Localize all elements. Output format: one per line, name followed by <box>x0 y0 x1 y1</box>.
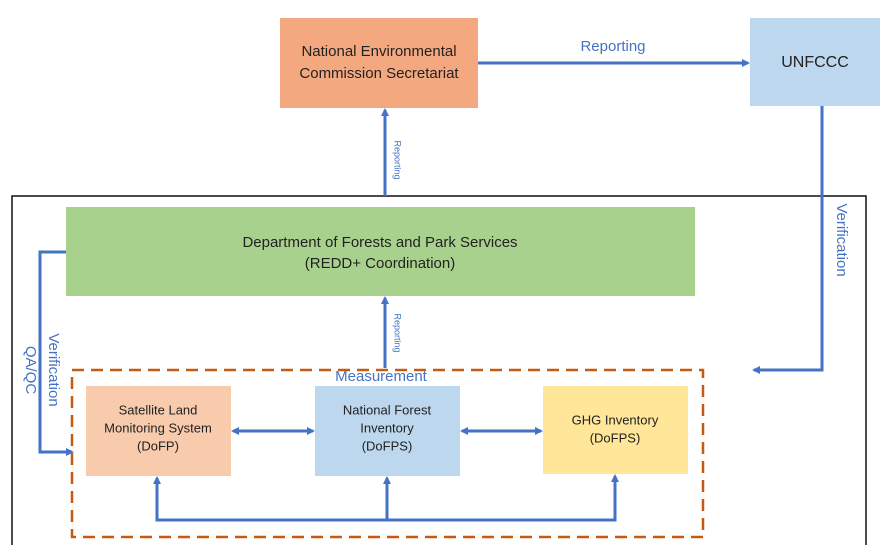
node-text: Monitoring System <box>104 420 212 435</box>
edge-label: Verification <box>45 333 62 406</box>
connectors <box>38 59 824 522</box>
node-text: Satellite Land <box>119 402 198 417</box>
node-text: UNFCCC <box>781 54 849 71</box>
node-text: (REDD+ Coordination) <box>305 255 455 272</box>
node-text: (DoFP) <box>137 438 179 453</box>
node-text: National Environmental <box>301 43 456 60</box>
edge-label: Verification <box>833 203 850 276</box>
necs-box <box>280 18 478 108</box>
node-text: Inventory <box>360 420 414 435</box>
node-text: (DoFPS) <box>590 430 641 445</box>
dofps-box <box>66 207 695 296</box>
frame <box>11 195 867 545</box>
node-text: Department of Forests and Park Services <box>242 234 517 251</box>
edge-label: QA/QC <box>22 346 39 395</box>
unfccc-box <box>750 18 880 106</box>
edge-label: Reporting <box>393 313 403 352</box>
ghg-box <box>543 386 688 474</box>
nfi-box <box>315 386 460 476</box>
node-text: (DoFPS) <box>362 438 413 453</box>
edge-label: Reporting <box>580 38 645 55</box>
group-label: Measurement <box>335 368 428 385</box>
node-text: GHG Inventory <box>572 412 659 427</box>
edge-label: Reporting <box>393 140 403 179</box>
slms-box <box>86 386 231 476</box>
node-text: National Forest <box>343 402 432 417</box>
node-text: Commission Secretariat <box>299 65 459 82</box>
